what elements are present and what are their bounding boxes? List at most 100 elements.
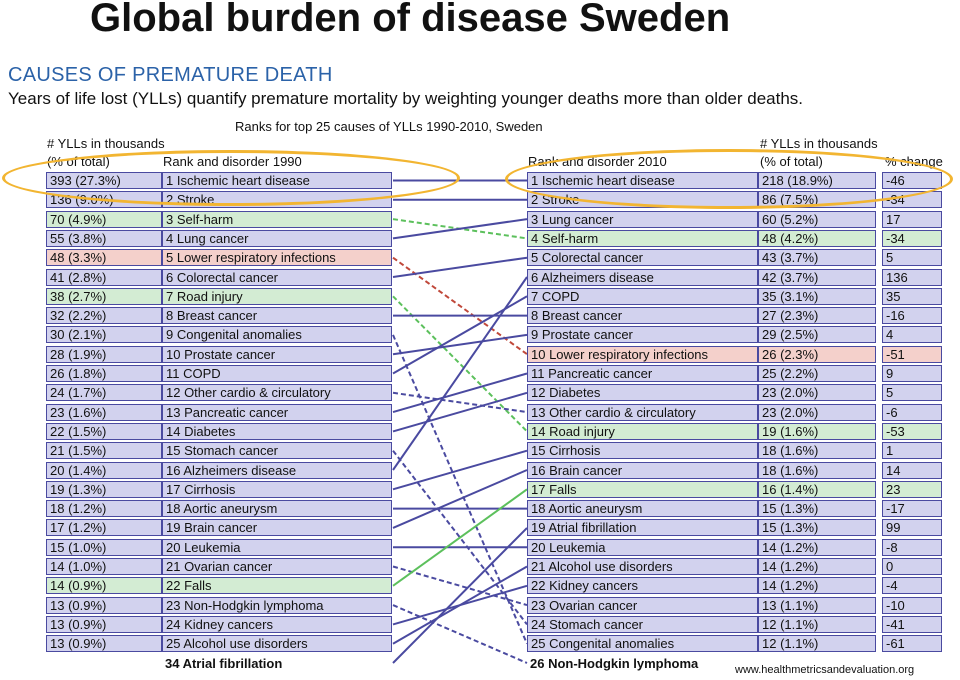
ylls-2010-cell: 13 (1.1%) (758, 596, 876, 614)
rank-2010-cell: 17 Falls (527, 480, 758, 498)
ylls-2010-cell: 27 (2.3%) (758, 307, 876, 325)
ylls-2010-cell: 29 (2.5%) (758, 326, 876, 344)
ylls-2010-cell: 25 (2.2%) (758, 365, 876, 382)
rank-2010-cell: 20 Leukemia (527, 538, 758, 556)
rank-connector-line (392, 565, 528, 607)
ylls-1990-cell: 17 (1.2%) (46, 519, 162, 537)
ylls-1990-cell: 14 (0.9%) (46, 577, 162, 595)
rank-2010-cell: 16 Brain cancer (527, 461, 758, 479)
change-2010-cell: -6 (882, 403, 942, 421)
ylls-2010-cell: 60 (5.2%) (758, 210, 876, 228)
rank-1990-cell: 12 Other cardio & circulatory (162, 384, 392, 402)
rank-1990-cell: 23 Non-Hodgkin lymphoma (162, 596, 392, 614)
rank-2010-cell: 9 Prostate cancer (527, 326, 758, 344)
ylls-1990-cell: 14 (1.0%) (46, 558, 162, 575)
rank-1990-cell: 7 Road injury (162, 287, 392, 305)
ylls-1990-cell: 70 (4.9%) (46, 210, 162, 228)
rank-1990-cell: 19 Brain cancer (162, 519, 392, 537)
ylls-1990-cell: 22 (1.5%) (46, 422, 162, 440)
ylls-2010-cell: 12 (1.1%) (758, 635, 876, 653)
rank-1990-cell: 18 Aortic aneurysm (162, 500, 392, 518)
extra-2010-rank: 26 Non-Hodgkin lymphoma (530, 656, 699, 671)
rank-1990-cell: 6 Colorectal cancer (162, 268, 392, 286)
change-2010-cell: 4 (882, 326, 942, 344)
header-2010-ylls-top: # YLLs in thousands (760, 136, 878, 151)
ylls-2010-cell: 48 (4.2%) (758, 229, 876, 247)
rank-1990-cell: 15 Stomach cancer (162, 442, 392, 460)
change-2010-cell: -10 (882, 596, 942, 614)
change-2010-cell: 1 (882, 442, 942, 460)
change-2010-cell: -34 (882, 229, 942, 247)
change-2010-cell: 5 (882, 249, 942, 267)
change-2010-cell: 0 (882, 558, 942, 575)
change-2010-cell: -4 (882, 577, 942, 595)
rank-1990-cell: 21 Ovarian cancer (162, 558, 392, 575)
change-2010-cell: -51 (882, 345, 942, 363)
rank-connector-line (392, 256, 528, 278)
rank-2010-cell: 15 Cirrhosis (527, 442, 758, 460)
ylls-1990-cell: 21 (1.5%) (46, 442, 162, 460)
ylls-1990-cell: 55 (3.8%) (46, 229, 162, 247)
ylls-1990-cell: 48 (3.3%) (46, 249, 162, 267)
highlight-ellipse-1990 (2, 150, 460, 206)
rank-2010-cell: 13 Other cardio & circulatory (527, 403, 758, 421)
ylls-2010-cell: 14 (1.2%) (758, 558, 876, 575)
rank-connector-line (392, 469, 528, 529)
rank-1990-cell: 17 Cirrhosis (162, 480, 392, 498)
rank-connector-line (392, 604, 528, 664)
ylls-1990-cell: 38 (2.7%) (46, 287, 162, 305)
rank-1990-cell: 9 Congenital anomalies (162, 326, 392, 344)
rank-connector-line (392, 295, 528, 375)
ylls-1990-cell: 32 (2.2%) (46, 307, 162, 325)
ylls-1990-cell: 24 (1.7%) (46, 384, 162, 402)
rank-2010-cell: 22 Kidney cancers (527, 577, 758, 595)
rank-connector-line (392, 527, 528, 664)
rank-2010-cell: 10 Lower respiratory infections (527, 345, 758, 363)
chart-title: Ranks for top 25 causes of YLLs 1990-201… (235, 119, 543, 134)
rank-2010-cell: 18 Aortic aneurysm (527, 500, 758, 518)
change-2010-cell: 136 (882, 268, 942, 286)
ylls-1990-cell: 13 (0.9%) (46, 615, 162, 633)
rank-2010-cell: 21 Alcohol use disorders (527, 558, 758, 575)
change-2010-cell: 5 (882, 384, 942, 402)
ylls-2010-cell: 18 (1.6%) (758, 461, 876, 479)
change-2010-cell: -61 (882, 635, 942, 653)
highlight-ellipse-2010 (505, 149, 953, 209)
rank-1990-cell: 25 Alcohol use disorders (162, 635, 392, 653)
rank-1990-cell: 11 COPD (162, 365, 392, 382)
rank-connector-line (392, 488, 528, 587)
ylls-2010-cell: 14 (1.2%) (758, 538, 876, 556)
rank-1990-cell: 16 Alzheimers disease (162, 461, 392, 479)
ylls-2010-cell: 23 (2.0%) (758, 384, 876, 402)
ylls-1990-cell: 28 (1.9%) (46, 345, 162, 363)
change-2010-cell: 17 (882, 210, 942, 228)
source-credit: www.healthmetricsandevaluation.org (735, 664, 915, 676)
ylls-2010-cell: 26 (2.3%) (758, 345, 876, 363)
ylls-2010-cell: 15 (1.3%) (758, 500, 876, 518)
rank-connector-line (392, 218, 528, 240)
ylls-1990-cell: 18 (1.2%) (46, 500, 162, 518)
rank-2010-cell: 12 Diabetes (527, 384, 758, 402)
rank-connector-line (392, 391, 528, 433)
rank-connector-line (392, 276, 528, 471)
change-2010-cell: -17 (882, 500, 942, 518)
ylls-2010-cell: 43 (3.7%) (758, 249, 876, 267)
ylls-1990-cell: 13 (0.9%) (46, 635, 162, 653)
ylls-2010-cell: 18 (1.6%) (758, 442, 876, 460)
rank-2010-cell: 11 Pancreatic cancer (527, 365, 758, 382)
ylls-2010-cell: 23 (2.0%) (758, 403, 876, 421)
change-2010-cell: 99 (882, 519, 942, 537)
rank-1990-cell: 3 Self-harm (162, 210, 392, 228)
rank-2010-cell: 3 Lung cancer (527, 210, 758, 228)
rank-2010-cell: 14 Road injury (527, 422, 758, 440)
ylls-2010-cell: 14 (1.2%) (758, 577, 876, 595)
rank-connector-line (392, 565, 528, 645)
header-1990-ylls-top: # YLLs in thousands (47, 136, 165, 151)
rank-connector-line (392, 450, 528, 626)
rank-2010-cell: 6 Alzheimers disease (527, 268, 758, 286)
rank-1990-cell: 14 Diabetes (162, 422, 392, 440)
rank-1990-cell: 10 Prostate cancer (162, 345, 392, 363)
rank-2010-cell: 23 Ovarian cancer (527, 596, 758, 614)
rank-1990-cell: 13 Pancreatic cancer (162, 403, 392, 421)
